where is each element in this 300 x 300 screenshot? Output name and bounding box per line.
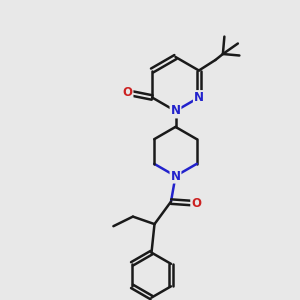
Text: N: N	[170, 169, 181, 183]
Text: O: O	[191, 196, 201, 210]
Text: O: O	[122, 86, 133, 99]
Text: N: N	[194, 91, 204, 104]
Text: N: N	[170, 104, 181, 118]
